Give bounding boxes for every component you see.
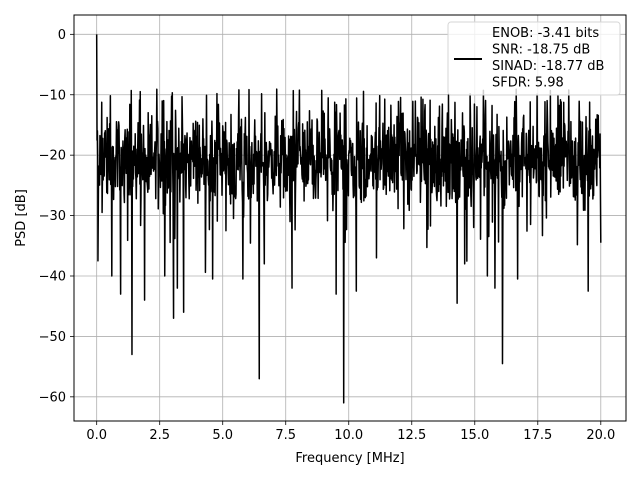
- x-axis-label: Frequency [MHz]: [295, 451, 404, 466]
- legend-box: [447, 21, 621, 96]
- x-tick-label: 5.0: [212, 428, 233, 443]
- x-tick-label: 10.0: [334, 428, 363, 443]
- y-axis-label: PSD [dB]: [14, 189, 29, 247]
- legend-entry-sfdr: SFDR: 5.98: [492, 76, 564, 91]
- y-tick-label: −20: [39, 149, 66, 164]
- x-tick-label: 0.0: [86, 428, 107, 443]
- y-tick-label: −60: [39, 390, 66, 405]
- x-tick-label: 12.5: [397, 428, 426, 443]
- x-tick-label: 17.5: [523, 428, 552, 443]
- y-tick-label: −50: [39, 330, 66, 345]
- psd-series-line: [95, 34, 602, 404]
- legend-entry-snr: SNR: -18.75 dB: [492, 43, 590, 58]
- plot-frame: [73, 14, 627, 422]
- ticks: 0.0 2.5 5.0 7.5 10.0 12.5 15.0 17.5 20.0 0 −10 −20 −…: [39, 28, 616, 443]
- legend-entry-enob: ENOB: -3.41 bits: [492, 26, 599, 41]
- x-tick-label: 15.0: [460, 428, 489, 443]
- x-tick-label: 2.5: [149, 428, 170, 443]
- y-tick-label: −10: [39, 88, 66, 103]
- x-tick-label: 7.5: [275, 428, 296, 443]
- y-tick-label: 0: [58, 28, 66, 43]
- legend-entry-sinad: SINAD: -18.77 dB: [492, 59, 604, 74]
- legend: ENOB: -3.41 bits SNR: -18.75 dB SINAD: -…: [447, 21, 621, 96]
- y-tick-label: −40: [39, 270, 66, 285]
- y-tick-label: −30: [39, 209, 66, 224]
- x-tick-label: 20.0: [586, 428, 615, 443]
- series-layer: [95, 34, 602, 404]
